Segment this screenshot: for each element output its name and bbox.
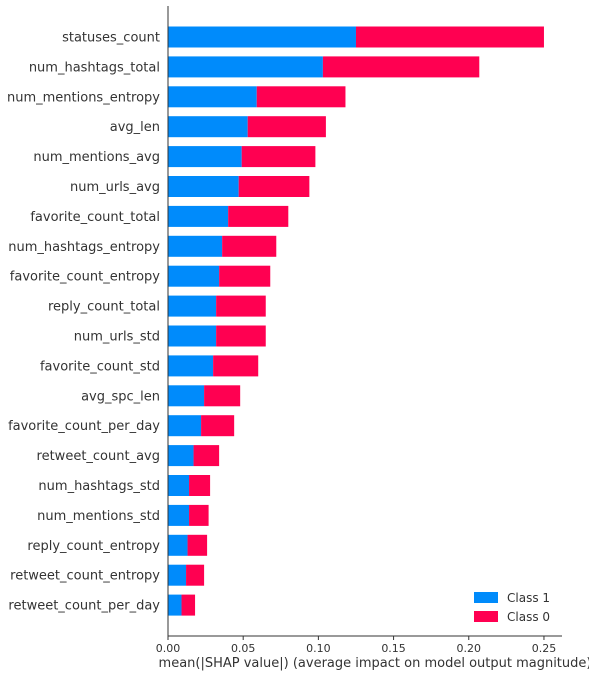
axes [167,6,562,637]
bar-class1-reply_count_total [168,295,217,317]
y-tick-label: retweet_count_avg [37,449,160,464]
bar-class0-retweet_count_entropy [186,564,205,586]
bar-class1-num_hashtags_entropy [168,235,223,257]
bar-class0-num_hashtags_std [189,475,211,496]
x-tick-label: 0.25 [532,642,557,655]
y-tick-label: reply_count_total [48,300,160,315]
x-tick-label: 0.05 [231,642,256,655]
bar-class1-retweet_count_avg [168,445,194,467]
bar-class1-num_mentions_avg [168,146,242,168]
x-tick-label: 0.15 [381,642,406,655]
bar-class1-favorite_count_std [168,355,214,377]
bar-class0-reply_count_total [216,295,266,317]
y-tick-label: favorite_count_std [40,359,160,374]
bar-class1-num_mentions_std [168,504,190,526]
x-axis-label: mean(|SHAP value|) (average impact on mo… [159,656,589,671]
bar-class0-retweet_count_avg [193,445,220,467]
y-tick-label: num_mentions_avg [33,150,160,165]
bar-class0-reply_count_entropy [187,534,208,556]
y-tick-label: avg_len [110,120,160,135]
bar-class0-favorite_count_per_day [201,415,235,437]
bar-class0-avg_len [247,116,326,138]
y-tick-label: avg_spc_len [81,389,160,404]
bar-class0-favorite_count_total [228,205,289,227]
bar-class0-favorite_count_entropy [219,265,271,287]
y-tick-label: num_hashtags_entropy [8,240,160,255]
bar-class0-statuses_count [355,26,544,48]
bar-class1-avg_len [168,116,248,138]
bar-class1-favorite_count_total [168,205,229,227]
y-tick-label: retweet_count_per_day [8,599,160,614]
bar-class0-num_mentions_avg [241,146,316,168]
legend-swatch-class0 [474,611,498,622]
bar-class0-favorite_count_std [213,355,259,377]
x-tick-labels: 0.00 0.05 0.10 0.15 0.20 0.25 [156,636,556,655]
bar-class0-num_urls_avg [238,176,310,197]
bar-class0-num_hashtags_total [322,56,480,78]
bar-class1-favorite_count_per_day [168,415,202,437]
bar-class1-reply_count_entropy [168,534,188,556]
y-tick-label: favorite_count_per_day [8,419,160,434]
bar-class1-favorite_count_entropy [168,265,220,287]
bar-class1-num_hashtags_total [168,56,323,78]
bar-class1-avg_spc_len [168,385,205,407]
y-tick-label: num_urls_avg [70,180,160,195]
x-tick-label: 0.20 [457,642,482,655]
bars-layer [168,26,544,616]
bar-class0-num_mentions_std [189,504,209,526]
bar-class0-avg_spc_len [204,385,241,407]
legend-label-class0: Class 0 [507,610,550,624]
x-tick-label: 0.10 [306,642,331,655]
bar-class0-num_mentions_entropy [256,86,346,108]
y-tick-label: favorite_count_total [30,210,160,225]
bar-class1-statuses_count [168,26,356,48]
y-tick-label: num_hashtags_total [29,60,160,75]
y-tick-label: num_mentions_std [37,509,160,524]
legend-swatch-class1 [474,592,498,603]
legend-label-class1: Class 1 [507,591,550,605]
y-tick-labels: statuses_count num_hashtags_total num_ment… [7,31,160,614]
y-tick-label: retweet_count_entropy [10,569,160,584]
y-tick-label: num_mentions_entropy [7,90,160,105]
y-tick-label: reply_count_entropy [27,539,160,554]
bar-class1-num_urls_std [168,325,217,347]
bar-class0-num_urls_std [216,325,266,347]
bar-class1-retweet_count_entropy [168,564,187,586]
bar-class1-num_hashtags_std [168,475,190,496]
y-tick-label: statuses_count [62,31,160,46]
bar-class1-num_urls_avg [168,176,239,197]
legend: Class 1 Class 0 [474,591,550,624]
y-tick-label: favorite_count_entropy [10,270,161,285]
x-tick-label: 0.00 [156,642,181,655]
y-tick-label: num_urls_std [74,330,160,345]
y-tick-label: num_hashtags_std [38,479,160,494]
bar-class1-num_mentions_entropy [168,86,257,108]
bar-class1-retweet_count_per_day [168,594,182,616]
bar-class0-num_hashtags_entropy [222,235,277,257]
bar-class0-retweet_count_per_day [181,594,196,616]
